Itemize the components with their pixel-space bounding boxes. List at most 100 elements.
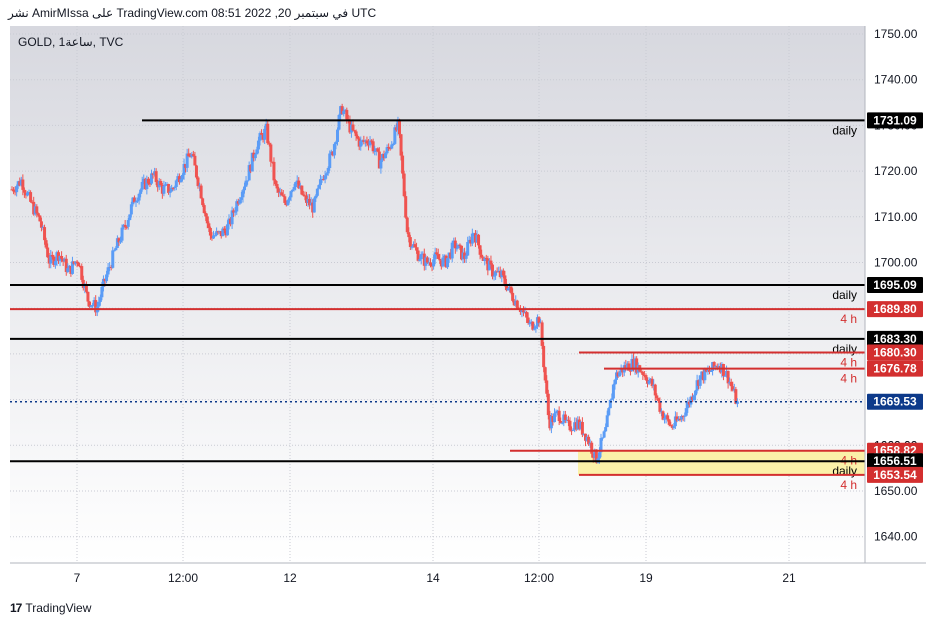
candle-body	[672, 426, 676, 428]
candle-body	[151, 173, 155, 175]
candle-body	[396, 119, 400, 131]
candle-body	[698, 375, 702, 386]
price-badge	[867, 112, 923, 129]
candle-body	[700, 371, 704, 376]
candle-body	[472, 233, 476, 235]
candle-body	[670, 425, 674, 428]
candle-body	[607, 408, 611, 416]
candle-body	[450, 242, 454, 259]
candle-body	[105, 274, 109, 282]
candle-body	[291, 189, 295, 192]
candle-body	[19, 179, 23, 186]
candle-body	[225, 224, 229, 236]
candle-body	[202, 205, 206, 214]
candle-body	[540, 322, 544, 346]
candle-body	[207, 223, 211, 228]
candle-body	[22, 189, 26, 193]
candle-body	[339, 106, 343, 115]
candle-body	[58, 256, 62, 261]
candle-body	[298, 185, 302, 189]
candle-body	[36, 213, 40, 216]
tradingview-brand[interactable]: 17 TradingView	[10, 601, 91, 615]
candle-body	[515, 300, 519, 309]
candle-body	[351, 124, 355, 131]
candle-body	[694, 390, 698, 396]
candle-body	[641, 372, 645, 375]
time-tick-label: 7	[74, 571, 81, 585]
candle-body	[627, 363, 631, 371]
candle-body	[449, 252, 453, 259]
candle-body	[314, 195, 318, 199]
candle-body	[382, 154, 386, 159]
candle-body	[278, 192, 282, 194]
candle-body	[717, 366, 721, 368]
candle-body	[170, 187, 174, 192]
candle-body	[399, 134, 403, 156]
candle-body	[365, 140, 369, 144]
candle-body	[539, 322, 543, 324]
candle-body	[69, 265, 73, 274]
candle-body	[266, 123, 270, 144]
candle-body	[177, 176, 181, 183]
candle-body	[163, 184, 167, 186]
candle-body	[334, 141, 338, 145]
candle-body	[374, 148, 378, 151]
candle-body	[326, 167, 330, 174]
candle-body	[247, 165, 251, 181]
candle-body	[132, 197, 136, 203]
candle-body	[13, 191, 17, 193]
candle-body	[683, 415, 687, 417]
candle-body	[363, 140, 367, 143]
candle-body	[425, 257, 429, 263]
candle-body	[39, 221, 43, 228]
candle-body	[644, 375, 648, 380]
price-badge-label: 1669.53	[873, 395, 917, 409]
candle-body	[599, 438, 603, 453]
symbol-label: GOLD, 1ساعة, TVC	[18, 35, 124, 49]
candle-body	[75, 261, 79, 263]
candle-body	[201, 198, 205, 206]
tradingview-logo-icon: 17	[10, 601, 22, 615]
candle-body	[735, 401, 739, 404]
candle-body	[252, 152, 256, 159]
candle-body	[286, 200, 290, 206]
candle-body	[512, 300, 516, 306]
candle-body	[528, 322, 532, 324]
candle-body	[526, 317, 530, 324]
candle-body	[601, 437, 605, 439]
candle-body	[342, 110, 346, 115]
candle-body	[317, 185, 321, 189]
candle-body	[320, 179, 324, 181]
candle-body	[416, 250, 420, 261]
candle-body	[376, 148, 380, 152]
candle-body	[413, 244, 417, 248]
candle-body	[613, 379, 617, 385]
candle-body	[487, 260, 491, 271]
candle-body	[348, 119, 352, 133]
candle-body	[560, 422, 564, 424]
candle-body	[430, 265, 434, 267]
candle-body	[112, 250, 116, 252]
price-badge	[867, 276, 923, 293]
candle-body	[433, 252, 437, 260]
level-label: 4 h	[840, 372, 857, 386]
candle-body	[597, 452, 601, 459]
time-axis[interactable]: 7 12:00 12 14 12:00 19 21	[74, 571, 796, 585]
candle-body	[504, 283, 508, 291]
candle-body	[353, 130, 357, 132]
price-tick-label: 1750.00	[874, 27, 918, 41]
candle-body	[610, 398, 614, 400]
candle-body	[77, 262, 81, 266]
candle-body	[619, 368, 623, 373]
price-badge	[867, 453, 923, 470]
candle-body	[345, 109, 349, 120]
candle-body	[477, 234, 481, 246]
zone-rect	[578, 450, 865, 475]
price-tick-label: 1640.00	[874, 530, 918, 544]
candle-body	[500, 270, 504, 278]
candle-body	[463, 252, 467, 259]
price-badge-label: 1656.51	[873, 454, 917, 468]
candles	[10, 103, 739, 464]
